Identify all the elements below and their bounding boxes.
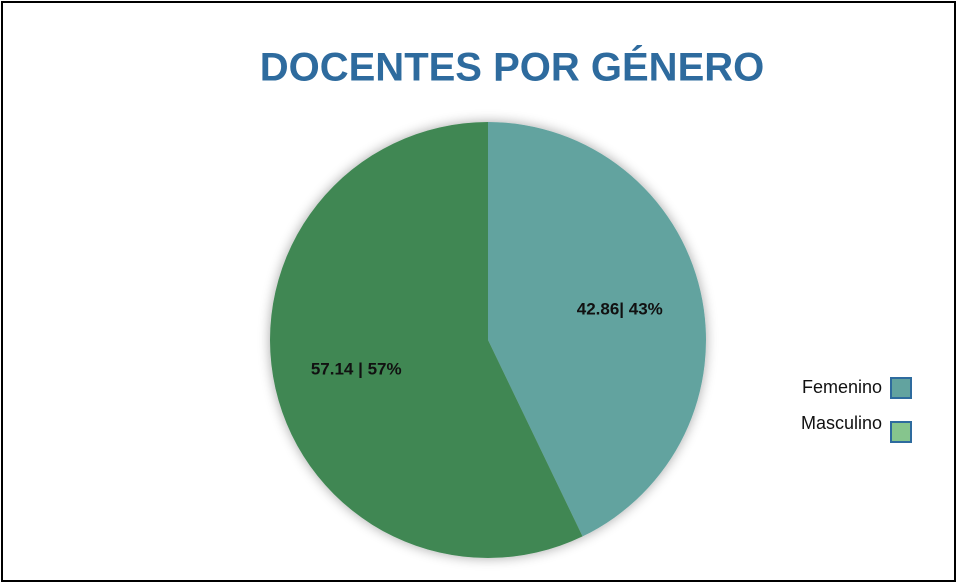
pie bbox=[269, 122, 706, 558]
legend-swatch bbox=[890, 421, 912, 443]
legend-label: Masculino bbox=[801, 413, 882, 433]
data-label: 42.86| 43% bbox=[577, 299, 663, 318]
legend-swatch bbox=[890, 377, 912, 399]
chart-title: DOCENTES POR GÉNERO bbox=[260, 45, 765, 90]
legend-label: Femenino bbox=[802, 377, 882, 397]
pie-slice bbox=[488, 122, 706, 537]
pie-slice bbox=[269, 122, 583, 558]
data-label: 57.14 | 57% bbox=[311, 360, 402, 379]
